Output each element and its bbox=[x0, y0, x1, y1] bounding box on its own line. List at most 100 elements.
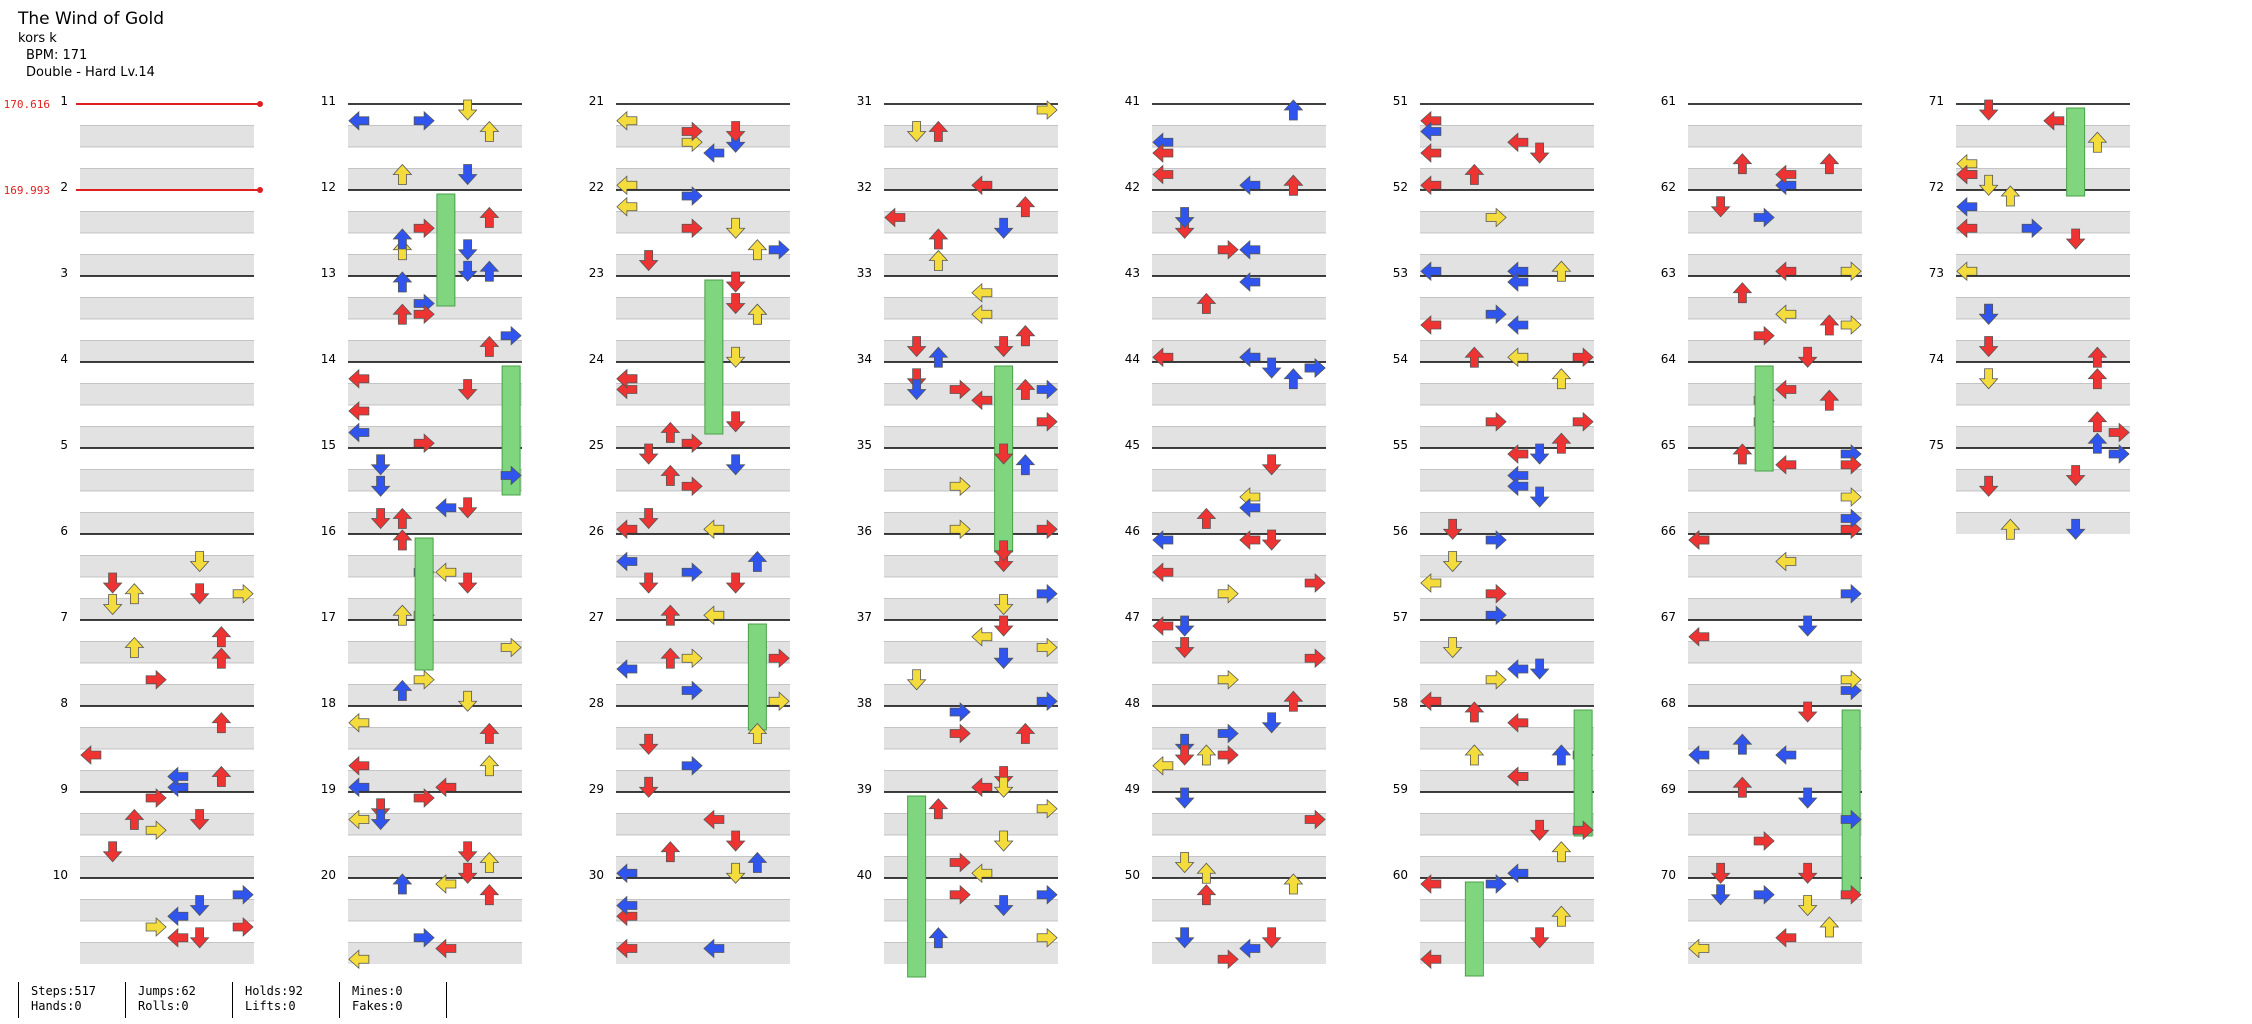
beat-band bbox=[1152, 555, 1326, 577]
arrow-shape bbox=[971, 175, 993, 196]
arrow-shape bbox=[1507, 272, 1529, 292]
step-arrow-icon bbox=[1797, 862, 1818, 884]
step-arrow-icon bbox=[1753, 207, 1775, 228]
song-title: The Wind of Gold bbox=[18, 9, 165, 29]
beat-band bbox=[1152, 598, 1326, 620]
arrow-shape bbox=[1152, 164, 1174, 185]
arrow-shape bbox=[660, 841, 681, 863]
arrow-shape bbox=[211, 626, 232, 648]
beat-band bbox=[1688, 727, 1862, 749]
arrow-shape bbox=[681, 186, 703, 206]
arrow-shape bbox=[1797, 862, 1818, 884]
arrow-shape bbox=[1152, 755, 1174, 776]
arrow-shape bbox=[1840, 669, 1862, 690]
step-arrow-icon bbox=[435, 497, 457, 518]
step-arrow-icon bbox=[906, 336, 927, 358]
step-arrow-icon bbox=[348, 949, 370, 970]
song-bpm: BPM: 171 bbox=[26, 48, 88, 63]
arrow-shape bbox=[1572, 820, 1594, 841]
step-arrow-icon bbox=[747, 303, 768, 325]
beat-band bbox=[616, 598, 790, 620]
arrow-shape bbox=[479, 722, 500, 744]
measure-number: 36 bbox=[857, 524, 872, 538]
beat-band bbox=[80, 555, 254, 577]
beat-band bbox=[1956, 211, 2130, 233]
step-arrow-icon bbox=[1956, 218, 1978, 239]
arrow-shape bbox=[768, 239, 790, 260]
step-arrow-icon bbox=[1174, 733, 1195, 755]
measure-number: 37 bbox=[857, 610, 872, 624]
step-arrow-icon bbox=[457, 99, 478, 121]
arrow-shape bbox=[145, 788, 167, 808]
step-arrow-icon bbox=[348, 422, 370, 443]
step-arrow-icon bbox=[1036, 519, 1058, 540]
arrow-shape bbox=[1753, 884, 1775, 905]
step-arrow-icon bbox=[971, 390, 993, 411]
step-arrow-icon bbox=[348, 755, 370, 776]
arrow-shape bbox=[949, 884, 971, 905]
arrow-shape bbox=[370, 475, 391, 497]
arrow-shape bbox=[1978, 368, 1999, 390]
step-arrow-icon bbox=[1464, 163, 1485, 185]
arrow-shape bbox=[1239, 530, 1261, 550]
arrow-shape bbox=[1015, 454, 1036, 476]
step-arrow-icon bbox=[1239, 272, 1261, 292]
step-arrow-icon bbox=[370, 508, 391, 530]
step-arrow-icon bbox=[1152, 755, 1174, 776]
step-arrow-icon bbox=[1217, 745, 1239, 765]
step-arrow-icon bbox=[1152, 164, 1174, 185]
step-arrow-icon bbox=[747, 239, 768, 261]
beat-band bbox=[80, 598, 254, 620]
beat-band bbox=[616, 555, 790, 577]
arrow-shape bbox=[906, 669, 927, 691]
step-arrow-icon bbox=[1420, 949, 1442, 970]
hold-body bbox=[501, 365, 521, 496]
step-arrow-icon bbox=[928, 798, 949, 820]
arrow-shape bbox=[392, 529, 413, 551]
arrow-shape bbox=[2065, 518, 2086, 540]
step-arrow-icon bbox=[703, 605, 725, 626]
step-arrow-icon bbox=[1978, 475, 1999, 497]
measure-number: 47 bbox=[1125, 610, 1140, 624]
step-arrow-icon bbox=[1775, 379, 1797, 400]
beat-band bbox=[884, 555, 1058, 577]
arrow-shape bbox=[102, 594, 123, 616]
arrow-shape bbox=[1485, 207, 1507, 228]
bpm-change-label: 169.993 bbox=[4, 184, 50, 197]
step-arrow-icon bbox=[1819, 314, 1840, 336]
step-arrow-icon bbox=[928, 927, 949, 949]
beat-band bbox=[1152, 297, 1326, 319]
arrow-shape bbox=[392, 507, 413, 529]
step-arrow-icon bbox=[1840, 487, 1862, 507]
beat-band bbox=[1420, 254, 1594, 276]
arrow-shape bbox=[457, 164, 478, 186]
beat-band bbox=[80, 211, 254, 233]
beat-band bbox=[80, 426, 254, 448]
arrow-shape bbox=[211, 647, 232, 669]
step-arrow-icon bbox=[1507, 863, 1529, 884]
arrow-shape bbox=[1775, 551, 1797, 572]
step-arrow-icon bbox=[1283, 690, 1304, 712]
arrow-shape bbox=[1688, 938, 1710, 959]
arrow-shape bbox=[1152, 347, 1174, 368]
arrow-shape bbox=[1174, 207, 1195, 229]
arrow-shape bbox=[1775, 454, 1797, 475]
arrow-shape bbox=[413, 788, 435, 808]
arrow-shape bbox=[616, 938, 638, 959]
arrow-shape bbox=[1442, 518, 1463, 540]
step-arrow-icon bbox=[479, 120, 500, 142]
arrow-shape bbox=[392, 239, 413, 261]
arrow-shape bbox=[102, 841, 123, 863]
step-arrow-icon bbox=[1572, 347, 1594, 368]
arrow-shape bbox=[1036, 519, 1058, 540]
step-arrow-icon bbox=[1551, 841, 1572, 863]
step-arrow-icon bbox=[189, 927, 210, 949]
step-arrow-icon bbox=[2065, 465, 2086, 487]
measure-number: 21 bbox=[589, 94, 604, 108]
arrow-shape bbox=[435, 562, 457, 583]
step-arrow-icon bbox=[1015, 378, 1036, 400]
measure-number: 72 bbox=[1929, 180, 1944, 194]
arrow-shape bbox=[2087, 346, 2108, 368]
measure-number: 10 bbox=[53, 868, 68, 882]
measure-number: 17 bbox=[321, 610, 336, 624]
